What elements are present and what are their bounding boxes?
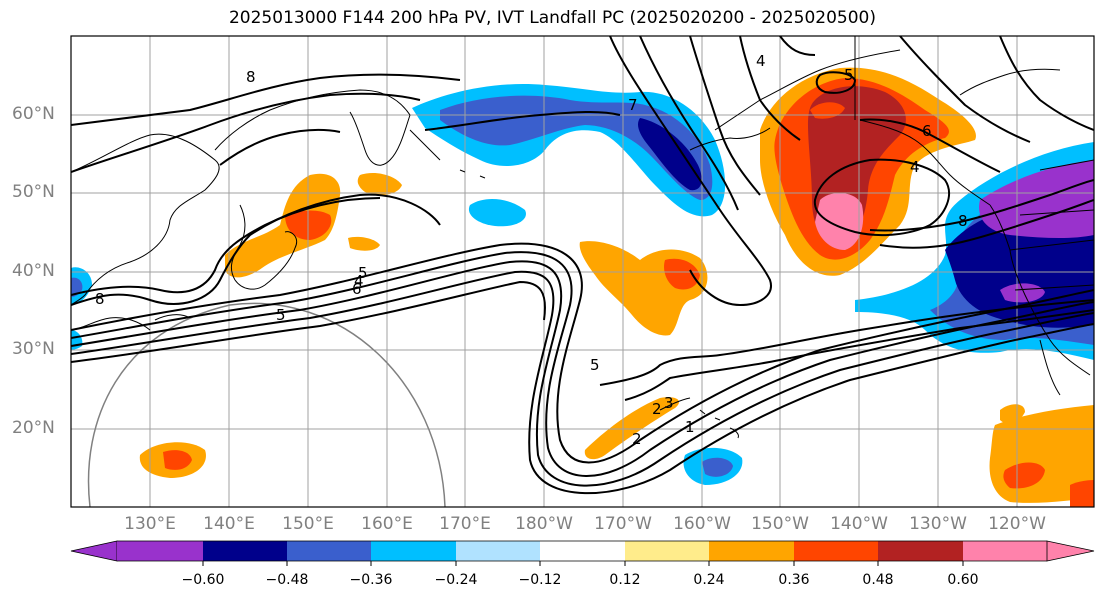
lon-label: 160°E: [361, 514, 413, 534]
contour-labels: 8 7 4 5 6 8 4 5 6 2 5 1 2 3 4 5 8: [95, 52, 968, 448]
lon-label: 140°E: [203, 514, 255, 534]
colorbar-bin: [371, 541, 456, 561]
lat-label: 40°N: [12, 261, 55, 281]
positive-anomaly-southeast: [989, 404, 1094, 507]
contour-label: 4: [756, 52, 766, 70]
contour-label: 2: [632, 430, 642, 448]
contour-label: 8: [958, 212, 968, 230]
contour-label: 1: [685, 418, 695, 436]
colorbar-bin: [794, 541, 878, 561]
lon-label: 140°W: [830, 514, 888, 534]
lat-label: 20°N: [12, 418, 55, 438]
colorbar-bin: [287, 541, 371, 561]
contour-label: 5: [590, 356, 600, 374]
lon-label: 170°W: [594, 514, 652, 534]
colorbar: [70, 540, 1095, 566]
colorbar-bin: [963, 541, 1047, 561]
colorbar-tick-label: −0.48: [265, 572, 309, 588]
boundary-circle: [87, 302, 446, 507]
colorbar-tick-label: 0.24: [693, 572, 725, 588]
lon-label: 150°W: [751, 514, 809, 534]
lon-label: 130°W: [909, 514, 967, 534]
colorbar-bin: [540, 541, 625, 561]
map-title: 2025013000 F144 200 hPa PV, IVT Landfall…: [228, 8, 876, 28]
colorbar-tick-label: −0.24: [434, 572, 478, 588]
colorbar-extend-max: [1046, 540, 1095, 562]
map-frame: [70, 35, 1095, 508]
contour-label: 5: [276, 306, 286, 324]
positive-anomaly-japan: [139, 173, 402, 478]
colorbar-tick-label: 0.48: [862, 572, 894, 588]
colorbar-tick-label: 0.36: [778, 572, 810, 588]
contour-label: 3: [664, 394, 674, 412]
contour-label: 5: [358, 264, 368, 282]
contour-label: 4: [910, 158, 920, 176]
lat-label: 50°N: [12, 182, 55, 202]
colorbar-bin: [203, 541, 287, 561]
lon-label: 180°W: [515, 514, 573, 534]
colorbar-tick-label: 0.60: [947, 572, 979, 588]
negative-anomaly-north-pacific: [71, 84, 743, 485]
colorbar-bin: [878, 541, 963, 561]
colorbar-extend-min: [70, 540, 118, 562]
colorbar-bin: [709, 541, 794, 561]
colorbar-tick-label: 0.12: [609, 572, 641, 588]
contour-label: 7: [628, 96, 638, 114]
colorbar-tick-label: −0.36: [349, 572, 393, 588]
colorbar-tick-label: −0.60: [181, 572, 225, 588]
lat-label: 30°N: [12, 339, 55, 359]
lon-label: 130°E: [124, 514, 176, 534]
contour-label: 4: [354, 272, 364, 290]
lon-label: 150°E: [282, 514, 334, 534]
coastlines: [71, 36, 1094, 439]
positive-anomaly-central-pacific: [579, 241, 708, 460]
pv-contours: [71, 36, 1094, 495]
colorbar-bin: [117, 541, 203, 561]
contour-label: 2: [652, 400, 662, 418]
colorbar-bin: [456, 541, 540, 561]
lat-label: 60°N: [12, 104, 55, 124]
lon-label: 160°W: [673, 514, 731, 534]
colorbar-tick-label: −0.12: [518, 572, 562, 588]
contour-label: 8: [95, 290, 105, 308]
lon-label: 120°W: [988, 514, 1046, 534]
contour-label: 5: [844, 66, 854, 84]
contour-label: 6: [922, 122, 932, 140]
contour-label: 8: [246, 68, 256, 86]
colorbar-bin: [625, 541, 709, 561]
lon-label: 170°E: [439, 514, 491, 534]
contour-label: 6: [352, 280, 362, 298]
